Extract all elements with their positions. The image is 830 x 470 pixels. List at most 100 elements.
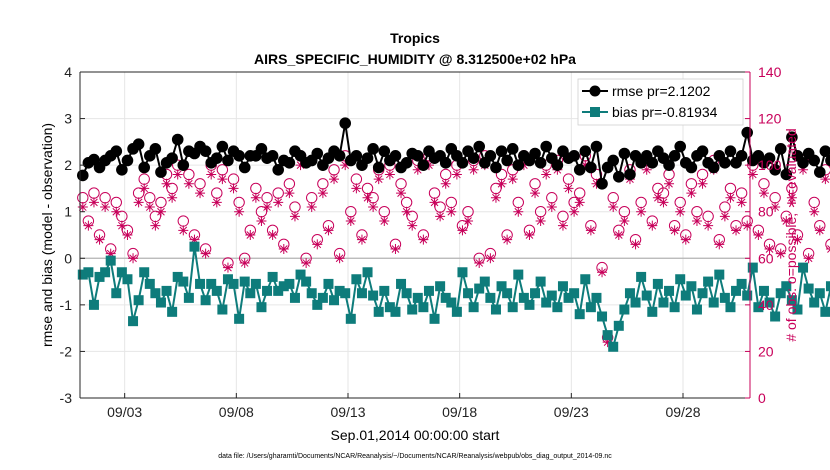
bias-point (496, 281, 507, 292)
rmse-point (149, 143, 162, 155)
rmse-point (696, 145, 709, 157)
obs-evaluated-point (368, 202, 379, 213)
obs-evaluated-point (446, 206, 457, 217)
rmse-point (467, 152, 480, 164)
obs-evaluated-point (742, 220, 753, 231)
rmse-point (266, 150, 279, 162)
y-tick-label: 0 (64, 250, 72, 266)
rmse-point (378, 145, 391, 157)
rmse-point (646, 157, 659, 169)
obs-evaluated-point (77, 202, 88, 213)
bias-point (200, 295, 211, 306)
bias-point (485, 292, 496, 303)
bias-point (128, 316, 139, 327)
y2-tick-label: 120 (758, 111, 782, 127)
rmse-point (210, 152, 223, 164)
bias-point (636, 271, 647, 282)
bias-point (368, 290, 379, 301)
obs-evaluated-point (513, 206, 524, 217)
obs-evaluated-point (116, 220, 127, 231)
bias-point (317, 292, 328, 303)
bias-point (463, 288, 474, 299)
obs-evaluated-point (468, 164, 479, 175)
obs-evaluated-point (105, 248, 116, 259)
rmse-point (780, 168, 793, 181)
rmse-point (333, 150, 346, 162)
obs-evaluated-point (731, 225, 742, 236)
obs-evaluated-point (384, 169, 395, 180)
obs-evaluated-point (329, 174, 340, 185)
bias-point (719, 292, 730, 303)
x-tick-label: 09/13 (330, 404, 365, 420)
bias-point (418, 302, 429, 313)
y2-tick-label: 40 (758, 297, 774, 313)
obs-evaluated-point (256, 216, 267, 227)
obs-evaluated-point (736, 197, 747, 208)
obs-evaluated-point (250, 192, 261, 203)
obs-evaluated-point (619, 216, 630, 227)
obs-evaluated-point (111, 206, 122, 217)
rmse-point (663, 159, 675, 171)
rmse-point (813, 166, 826, 178)
rmse-point (568, 150, 580, 162)
obs-evaluated-point (530, 188, 541, 199)
bias-point (206, 278, 217, 289)
bias-point (446, 297, 457, 308)
rmse-point (819, 145, 830, 157)
obs-evaluated-point (429, 197, 440, 208)
bias-point (228, 278, 239, 289)
obs-evaluated-point (245, 230, 256, 240)
ticks: 09/03 09/08 09/13 09/18 09/23 09/28 -3 -2 -1 0 1 2 3… (60, 64, 782, 420)
y-tick-label: 1 (64, 204, 72, 220)
obs-evaluated-point (502, 234, 513, 245)
rmse-point (361, 152, 374, 164)
bias-layer (77, 241, 830, 352)
bias-point (133, 295, 144, 306)
rmse-point (417, 159, 430, 171)
x-tick-label: 09/03 (107, 404, 142, 420)
rmse-point (612, 170, 625, 183)
bias-point (267, 271, 278, 282)
bias-point (753, 302, 764, 313)
obs-evaluated-point (608, 202, 619, 213)
obs-evaluated-point (451, 169, 462, 180)
rmse-point (171, 133, 184, 146)
obs-evaluated-point (753, 230, 764, 240)
rmse-point (741, 126, 754, 139)
rmse-point (590, 140, 603, 153)
bias-point (396, 278, 407, 289)
bias-point (211, 285, 222, 296)
chart-subtitle: AIRS_SPECIFIC_HUMIDITY @ 8.312500e+02 hP… (254, 51, 576, 67)
y-tick-label: -2 (60, 343, 73, 359)
bias-point (155, 297, 166, 308)
rmse-point (138, 161, 151, 174)
obs-evaluated-point (128, 253, 139, 264)
rmse-point (283, 157, 296, 169)
rmse-point (624, 168, 636, 181)
legend: rmse pr=2.1202 bias pr=-0.81934 (577, 78, 744, 126)
bias-point (167, 306, 178, 317)
bias-point (602, 330, 613, 341)
obs-evaluated-point (630, 239, 641, 250)
bias-point (289, 292, 300, 303)
bias-point (641, 290, 652, 301)
obs-evaluated-point (396, 188, 407, 199)
obs-evaluated-point (457, 225, 468, 236)
obs-evaluated-point (150, 220, 161, 231)
bias-point (680, 290, 691, 301)
bias-point (580, 274, 591, 285)
bias-point (306, 288, 317, 299)
bias-point (697, 288, 708, 299)
y2-tick-label: 60 (758, 250, 774, 266)
x-tick-label: 09/18 (442, 404, 477, 420)
obs-evaluated-point (613, 230, 624, 240)
bias-point (178, 276, 189, 287)
bias-point (362, 267, 373, 278)
bias-point (764, 297, 775, 308)
obs-evaluated-point (658, 197, 669, 208)
obs-evaluated-point (94, 234, 105, 245)
y2-axis-label: # of obs: o=possible; ∗=evaluated (783, 128, 799, 341)
bias-point (412, 292, 423, 303)
rmse-point (116, 164, 128, 176)
obs-evaluated-point (278, 243, 289, 254)
